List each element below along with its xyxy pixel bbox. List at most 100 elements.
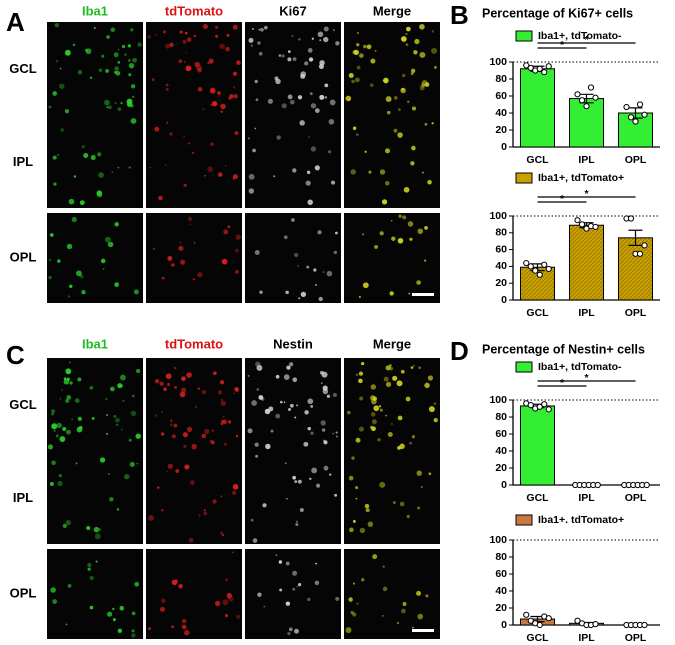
cell-signal (97, 152, 102, 157)
cell-signal (356, 43, 360, 47)
x-tick-label: GCL (526, 492, 549, 504)
cell-signal (223, 229, 229, 235)
cell-signal (370, 58, 376, 64)
cell-signal (64, 49, 71, 56)
column-header: Iba1 (82, 336, 108, 351)
significance-label: * (560, 39, 565, 51)
micrograph (47, 213, 143, 303)
cell-signal (89, 575, 94, 581)
column-header: Ki67 (279, 3, 306, 18)
cell-signal (247, 137, 250, 140)
cell-signal (289, 362, 294, 367)
scale-bar (412, 629, 434, 632)
cell-signal (231, 551, 234, 554)
cell-signal (220, 110, 223, 113)
cell-signal (251, 27, 254, 30)
cell-signal (65, 398, 70, 403)
cell-signal (59, 436, 66, 442)
cell-signal (417, 613, 424, 620)
data-point (527, 402, 534, 409)
cell-signal (193, 34, 197, 38)
cell-signal (285, 601, 291, 606)
legend-label: Iba1+, tdTomato- (538, 361, 622, 373)
cell-signal (161, 432, 165, 436)
cell-signal (407, 100, 410, 103)
cell-signal (306, 265, 310, 269)
cell-signal (185, 65, 192, 72)
cell-signal (236, 614, 241, 619)
cell-signal (65, 623, 68, 626)
cell-signal (137, 42, 142, 47)
cell-signal (391, 236, 396, 241)
cell-signal (179, 30, 183, 34)
cell-signal (228, 596, 234, 602)
cell-signal (362, 282, 369, 289)
cell-signal (383, 376, 389, 382)
cell-signal (399, 501, 405, 507)
micrograph (344, 213, 440, 303)
row-label: OPL (10, 585, 37, 600)
bar-hatch (569, 225, 604, 300)
significance-label: * (560, 377, 565, 389)
cell-signal (67, 583, 72, 588)
cell-signal (117, 628, 123, 634)
cell-signal (410, 72, 414, 75)
cell-signal (385, 365, 391, 371)
cell-signal (128, 166, 131, 169)
cell-signal (358, 426, 365, 432)
y-tick-label: 40 (495, 585, 507, 597)
panel-letter: C (6, 340, 25, 370)
cell-signal (131, 633, 136, 638)
cell-signal (273, 175, 276, 178)
cell-signal (201, 433, 207, 439)
x-tick-label: GCL (526, 307, 549, 319)
cell-signal (332, 432, 335, 435)
cell-signal (397, 415, 403, 421)
cell-signal (181, 624, 187, 630)
cell-signal (225, 578, 228, 581)
cell-signal (183, 135, 185, 138)
cell-signal (421, 486, 423, 488)
cell-signal (359, 53, 364, 58)
cell-signal (226, 33, 230, 37)
cell-signal (178, 59, 183, 64)
cell-signal (361, 578, 365, 582)
cell-signal (153, 248, 155, 250)
cell-signal (306, 170, 311, 175)
cell-signal (352, 582, 356, 585)
cell-signal (413, 364, 415, 367)
cell-signal (411, 145, 416, 151)
cell-signal (136, 462, 139, 465)
cell-signal (181, 618, 187, 624)
cell-signal (161, 410, 164, 413)
cell-signal (369, 83, 374, 87)
cell-signal (275, 78, 281, 85)
cell-signal (296, 585, 299, 588)
cell-signal (294, 416, 297, 419)
y-tick-label: 0 (501, 479, 507, 491)
cell-signal (50, 409, 56, 414)
cell-signal (219, 380, 225, 385)
cell-signal (397, 132, 403, 138)
data-point (527, 64, 534, 72)
cell-signal (391, 423, 393, 425)
cell-signal (52, 599, 58, 604)
cell-signal (431, 122, 434, 125)
x-tick-label: IPL (578, 307, 595, 319)
cell-signal (114, 102, 117, 105)
cell-signal (247, 374, 250, 377)
cell-signal (411, 626, 414, 629)
y-tick-label: 20 (495, 602, 507, 614)
cell-signal (77, 70, 83, 75)
data-point (541, 69, 548, 76)
cell-signal (392, 501, 396, 504)
cell-signal (165, 83, 169, 87)
cell-signal (257, 41, 261, 45)
cell-signal (210, 142, 214, 146)
cell-signal (173, 423, 178, 428)
cell-signal (186, 372, 192, 378)
data-point (627, 114, 635, 121)
cell-signal (165, 43, 171, 49)
cell-signal (171, 625, 175, 629)
cell-signal (402, 215, 407, 220)
